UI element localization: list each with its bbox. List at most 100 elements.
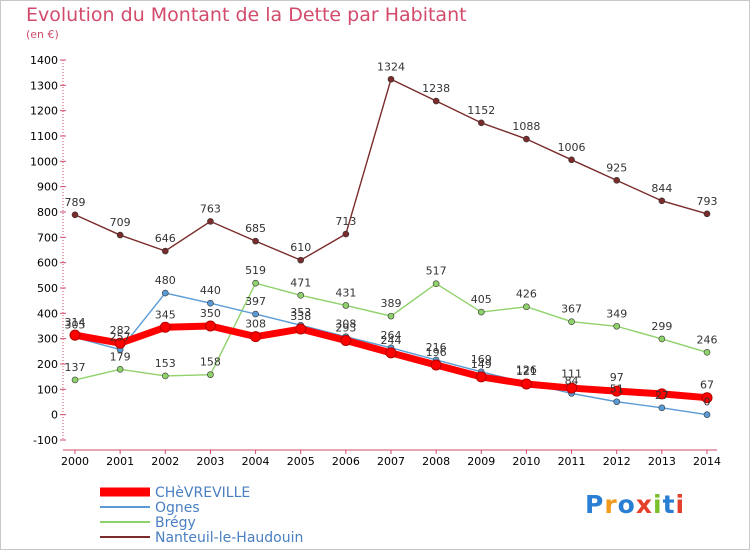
y-tick-label: 0: [51, 409, 58, 422]
logo-letter: o: [617, 490, 636, 519]
data-label: 27: [655, 389, 669, 402]
data-label: 480: [155, 274, 176, 287]
y-tick-label: -100: [33, 434, 58, 447]
data-label: 111: [561, 368, 582, 381]
y-tick-label: 900: [37, 181, 58, 194]
y-tick-label: 1000: [30, 155, 58, 168]
x-tick-label: 2014: [693, 455, 721, 468]
data-label: 308: [245, 318, 266, 331]
logo-letter: i: [653, 490, 663, 519]
y-tick-label: 100: [37, 383, 58, 396]
data-label: 646: [155, 232, 176, 245]
data-point: [430, 359, 442, 371]
data-point: [568, 156, 575, 164]
data-point: [613, 322, 621, 330]
x-tick-label: 2013: [648, 455, 676, 468]
data-point: [658, 404, 666, 412]
data-label: 338: [290, 310, 311, 323]
data-point: [161, 247, 169, 255]
series-2: [71, 279, 711, 384]
series-3: [71, 75, 711, 264]
data-label: 305: [65, 318, 86, 331]
y-tick-label: 200: [37, 358, 58, 371]
data-point: [207, 371, 214, 378]
y-tick-label: 300: [37, 333, 58, 346]
data-label: 314: [65, 316, 86, 329]
x-tick-label: 2005: [287, 455, 315, 468]
data-label: 51: [610, 383, 624, 396]
data-point: [116, 231, 124, 239]
data-point: [566, 382, 578, 394]
data-point: [611, 385, 623, 397]
x-tick-label: 2006: [332, 455, 360, 468]
chart-title: Evolution du Montant de la Dette par Hab…: [26, 4, 467, 26]
y-tick-label: 1400: [30, 54, 58, 67]
y-tick-label: 1300: [30, 79, 58, 92]
data-label: 471: [290, 276, 311, 289]
data-label: 67: [700, 379, 714, 392]
data-label: 84: [565, 374, 579, 387]
data-point: [523, 303, 530, 311]
data-label: 405: [471, 293, 492, 306]
x-tick-label: 2000: [61, 455, 89, 468]
data-label: 426: [516, 288, 537, 301]
data-point: [703, 411, 711, 418]
data-point: [523, 135, 530, 143]
data-point: [342, 302, 350, 309]
data-label: 367: [561, 303, 582, 316]
data-label: 709: [110, 216, 131, 229]
data-point: [656, 388, 668, 400]
y-tick-label: 700: [37, 231, 58, 244]
logo-letter: r: [604, 490, 618, 519]
data-point: [252, 279, 259, 287]
data-label: 158: [200, 356, 221, 369]
data-point: [297, 256, 305, 264]
legend-label: CHèVREVILLE: [155, 485, 250, 501]
data-label: 431: [335, 286, 356, 299]
data-point: [477, 308, 485, 316]
y-tick-label: 1200: [30, 105, 58, 118]
data-point: [432, 280, 440, 287]
data-label: 264: [381, 329, 402, 342]
data-label: 349: [606, 307, 627, 320]
data-point: [71, 376, 79, 384]
data-point: [385, 347, 397, 359]
legend-label: Nanteuil-le-Haudouin: [155, 530, 303, 546]
data-point: [568, 318, 575, 325]
data-point: [658, 197, 666, 205]
data-label: 169: [471, 353, 492, 366]
data-label: 216: [426, 341, 447, 354]
data-label: 763: [200, 202, 221, 215]
data-label: 121: [516, 365, 537, 378]
data-label: 179: [110, 350, 131, 363]
data-point: [432, 97, 440, 105]
logo-letter: i: [675, 490, 686, 519]
x-tick-label: 2007: [377, 455, 405, 468]
data-label: 1006: [558, 141, 586, 154]
data-label: 293: [335, 321, 356, 334]
data-label: 345: [155, 308, 176, 321]
data-label: 925: [606, 161, 627, 174]
data-label: 397: [245, 295, 266, 308]
y-tick-label: 400: [37, 307, 58, 320]
series-0: [69, 320, 713, 404]
x-tick-label: 2010: [512, 455, 540, 468]
data-point: [475, 371, 487, 383]
data-point: [250, 331, 262, 343]
data-label: 244: [381, 334, 402, 347]
data-label: 517: [426, 265, 447, 278]
data-label: 137: [65, 361, 86, 374]
data-point: [114, 337, 126, 349]
data-label: 308: [335, 318, 356, 331]
data-label: 149: [471, 358, 492, 371]
y-tick-label: 1100: [30, 130, 58, 143]
data-point: [116, 366, 124, 373]
data-point: [387, 75, 395, 83]
data-point: [69, 329, 81, 341]
data-point: [204, 320, 216, 332]
proxiti-logo: Proxiti: [585, 490, 685, 519]
data-point: [297, 292, 305, 299]
data-label: 389: [381, 297, 402, 310]
